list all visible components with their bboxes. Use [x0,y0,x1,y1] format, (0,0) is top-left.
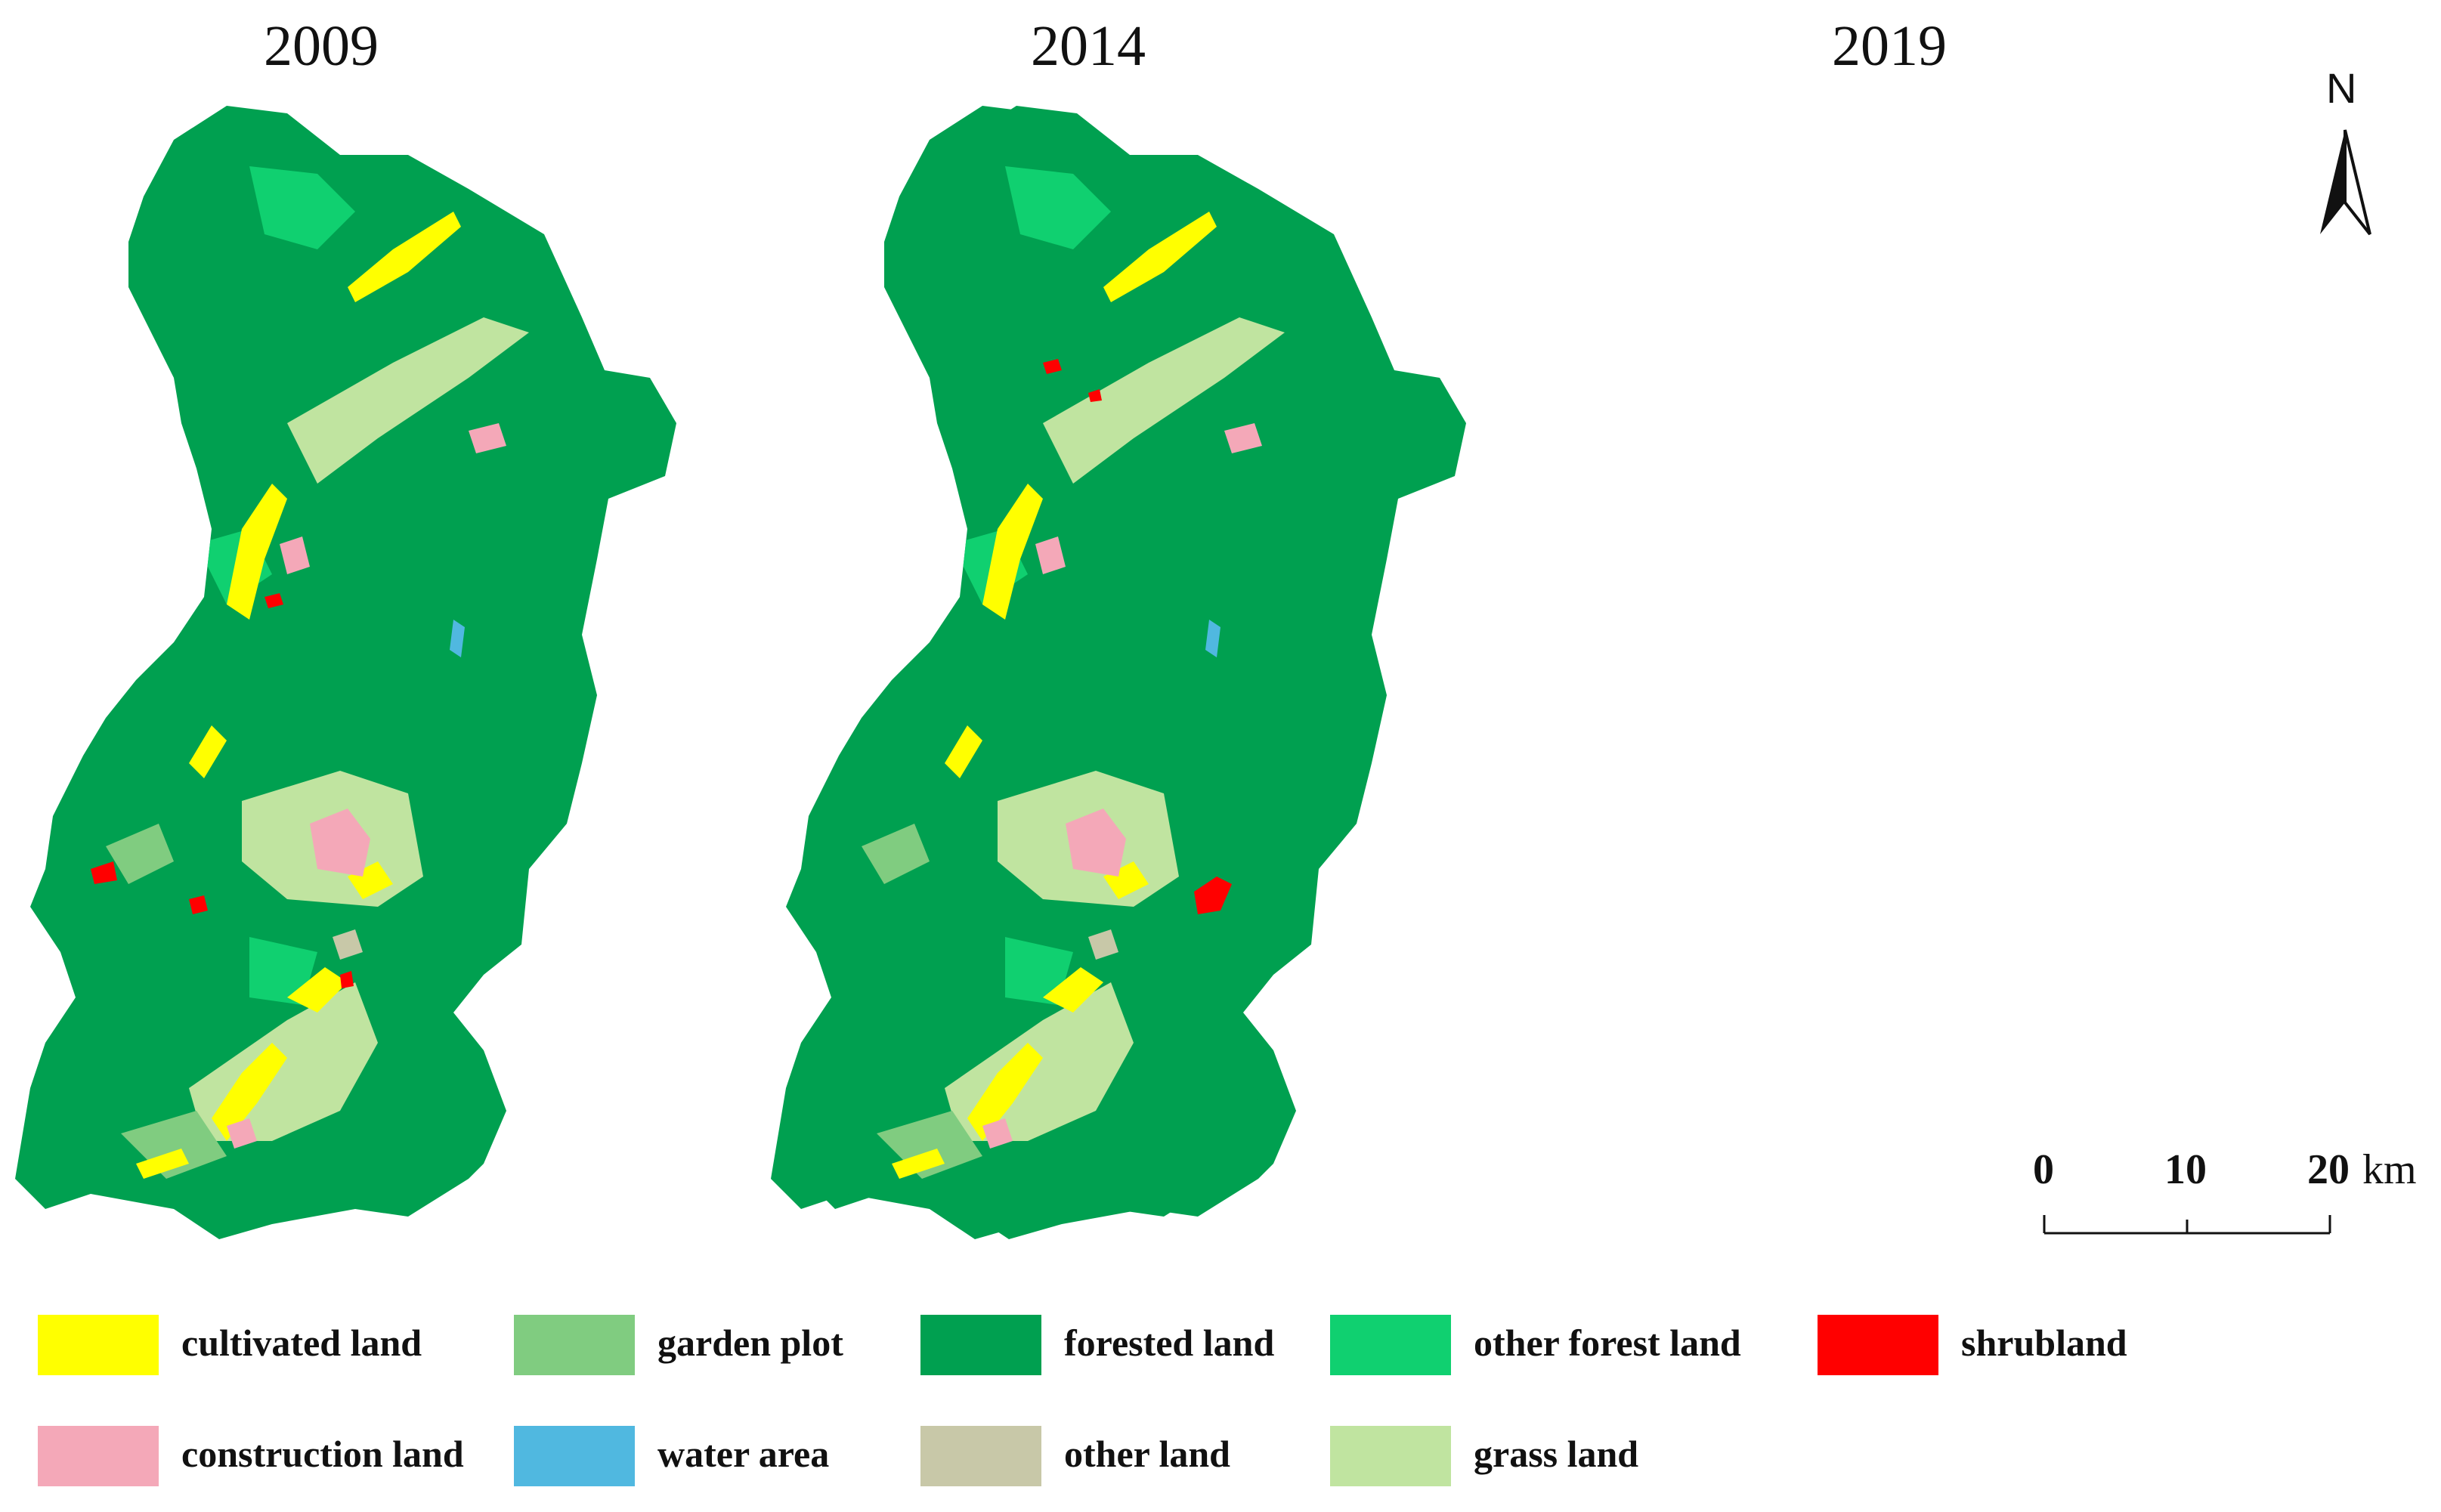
legend-label: garden plot [657,1322,843,1364]
legend-label: other forest land [1474,1322,1741,1364]
scale-tick-10: 10 [2164,1146,2207,1193]
scale-bar [2043,1215,2331,1235]
legend-label: grass land [1474,1433,1639,1475]
legend-swatch [38,1315,159,1375]
legend-swatch [1330,1315,1451,1375]
legend-label: forested land [1064,1322,1275,1364]
legend-swatch [514,1315,635,1375]
north-arrow-icon [2320,129,2371,236]
map-2009 [15,106,676,1239]
legend-swatch [514,1426,635,1486]
legend-label: cultivated land [181,1322,422,1364]
scale-tick-0: 0 [2033,1146,2054,1193]
legend-swatch [920,1426,1041,1486]
legend-label: shrubland [1961,1322,2127,1364]
north-label: N [2326,64,2357,112]
map-title-2009: 2009 [264,14,379,78]
legend-label: construction land [181,1433,464,1475]
legend-label: water area [657,1433,830,1475]
legend-swatch [1330,1426,1451,1486]
legend-swatch [920,1315,1041,1375]
legend-swatch [38,1426,159,1486]
scale-unit: km [2362,1146,2417,1193]
map-title-2019: 2019 [1832,14,1947,78]
scale-tick-20: 20 [2307,1146,2350,1193]
legend-label: other land [1064,1433,1230,1475]
map-2019 [771,106,1432,1239]
legend-swatch [1818,1315,1938,1375]
map-title-2014: 2014 [1031,14,1146,78]
